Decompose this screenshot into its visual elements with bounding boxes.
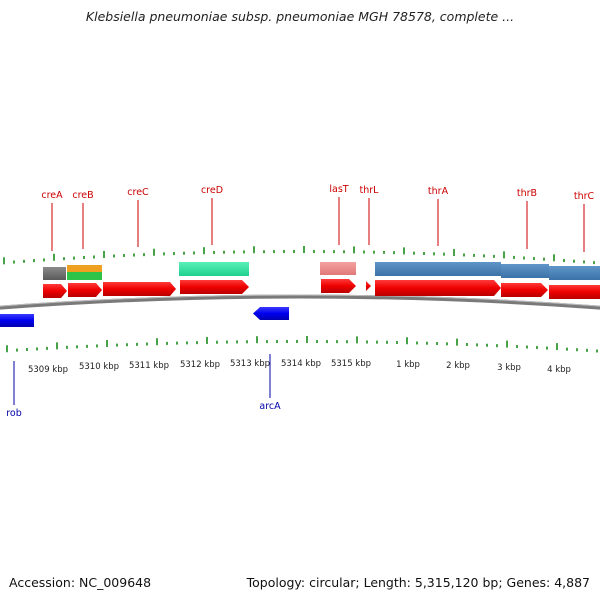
- gene-label-creC[interactable]: creC: [127, 187, 149, 198]
- outer-ticks: [3, 246, 595, 265]
- accession-label: Accession: NC_009648: [9, 575, 152, 590]
- feature-creA[interactable]: [43, 267, 66, 280]
- gene-thrA-arrow[interactable]: [375, 280, 501, 296]
- gene-creA-arrow[interactable]: [43, 284, 67, 298]
- gene-arcA-arrow[interactable]: [253, 307, 289, 320]
- gene-thrC-arrow[interactable]: [549, 285, 600, 299]
- genome-summary: Topology: circular; Length: 5,315,120 bp…: [246, 575, 590, 590]
- gene-creD-arrow[interactable]: [180, 280, 249, 294]
- map-title: Klebsiella pneumoniae subsp. pneumoniae …: [85, 9, 515, 24]
- reverse-strand-genes: [0, 307, 289, 327]
- feature-creB-orange[interactable]: [67, 265, 102, 272]
- position-label: 1 kbp: [396, 360, 420, 370]
- inner-ticks: [6, 336, 598, 353]
- gene-rob-arrow[interactable]: [0, 314, 34, 327]
- position-label: 5315 kbp: [331, 359, 371, 369]
- gene-label-creD[interactable]: creD: [201, 185, 223, 196]
- feature-thrC[interactable]: [549, 266, 600, 280]
- gene-label-thrA[interactable]: thrA: [428, 186, 449, 197]
- position-label: 5313 kbp: [230, 359, 270, 369]
- gene-creC-arrow[interactable]: [103, 282, 176, 296]
- position-label: 2 kbp: [446, 361, 470, 371]
- position-label: 5312 kbp: [180, 360, 220, 370]
- position-label: 3 kbp: [497, 363, 521, 373]
- forward-strand-genes: [43, 279, 600, 299]
- feature-creD[interactable]: [179, 262, 249, 276]
- position-label: 5309 kbp: [28, 365, 68, 375]
- feature-track: [43, 262, 600, 280]
- gene-lasT-arrow[interactable]: [321, 279, 356, 293]
- feature-creB-green[interactable]: [67, 272, 102, 280]
- position-label: 4 kbp: [547, 365, 571, 375]
- gene-label-rob[interactable]: rob: [6, 408, 22, 419]
- gene-label-creB[interactable]: creB: [72, 190, 93, 201]
- feature-thrB[interactable]: [501, 264, 549, 278]
- position-label: 5314 kbp: [281, 359, 321, 369]
- position-labels: 5309 kbp 5310 kbp 5311 kbp 5312 kbp 5313…: [28, 359, 571, 375]
- gene-label-thrB[interactable]: thrB: [517, 188, 537, 199]
- gene-label-creA[interactable]: creA: [41, 190, 63, 201]
- gene-label-arcA[interactable]: arcA: [259, 401, 281, 412]
- gene-thrL-arrow[interactable]: [366, 281, 371, 291]
- gene-creB-arrow[interactable]: [68, 283, 102, 297]
- gene-label-thrL[interactable]: thrL: [360, 185, 380, 196]
- genome-backbone: [0, 294, 600, 310]
- position-label: 5310 kbp: [79, 362, 119, 372]
- gene-label-thrC[interactable]: thrC: [574, 191, 595, 202]
- gene-label-lasT[interactable]: lasT: [329, 184, 348, 195]
- feature-thrA[interactable]: [375, 262, 501, 276]
- position-label: 5311 kbp: [129, 361, 169, 371]
- gene-labels: creA creB creC creD lasT thrL thrA thrB thrC rob a…: [6, 184, 594, 419]
- feature-lasT[interactable]: [320, 262, 356, 275]
- gene-thrB-arrow[interactable]: [501, 283, 548, 297]
